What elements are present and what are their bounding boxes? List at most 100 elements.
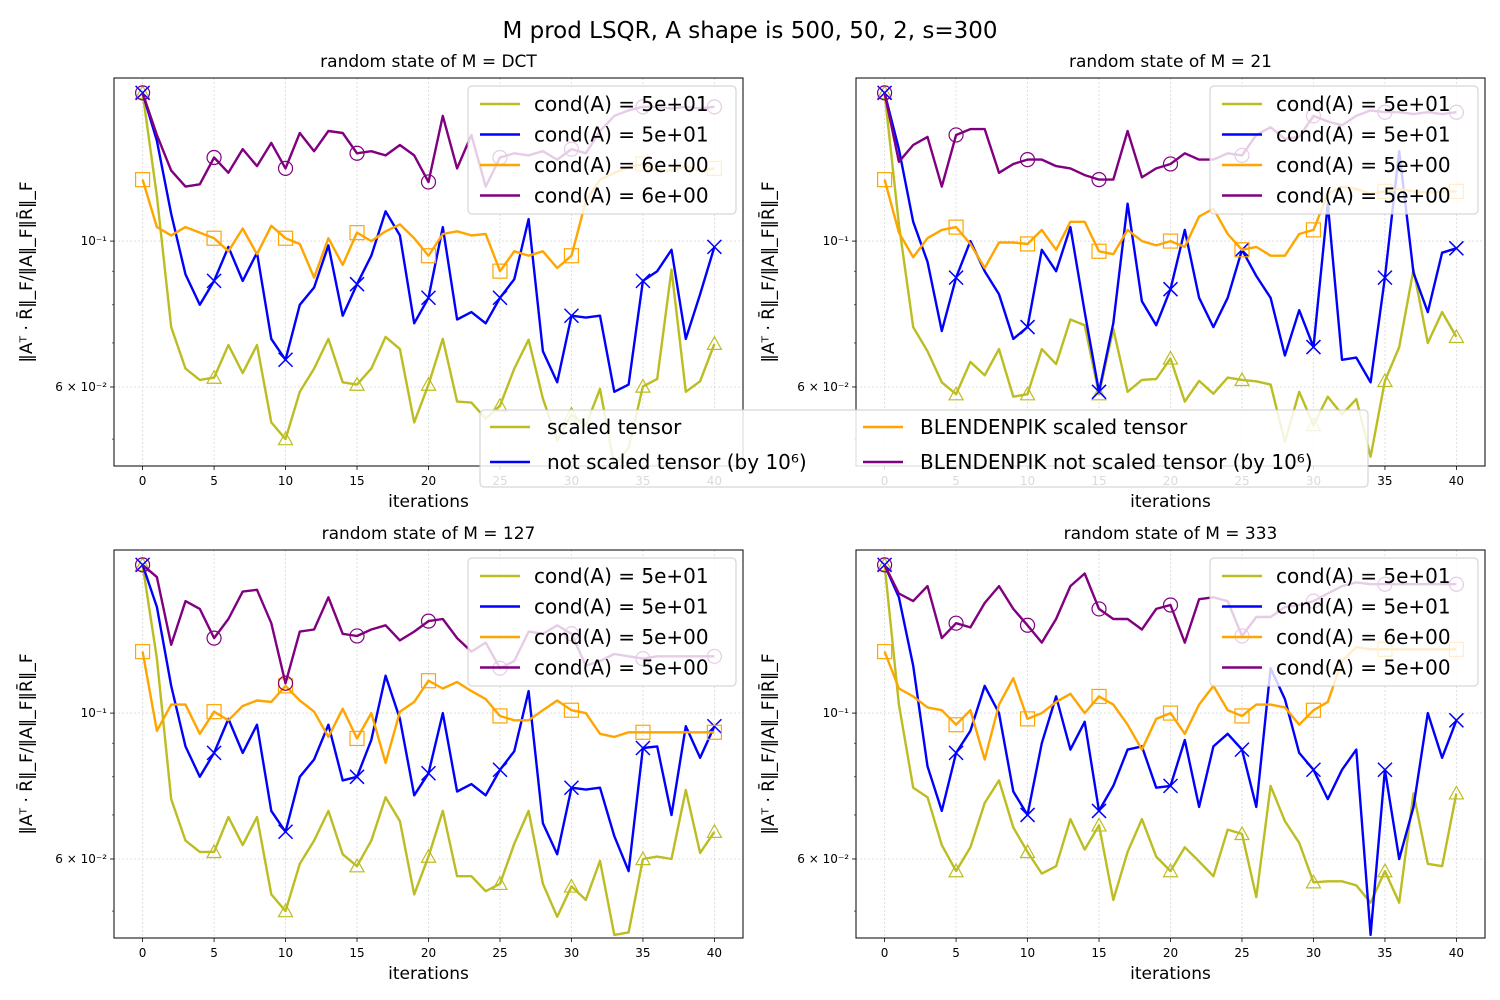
x-axis-label: iterations bbox=[1130, 492, 1211, 512]
data-marker bbox=[134, 644, 151, 660]
figure-legend-label: not scaled tensor (by 10⁶) bbox=[547, 450, 807, 474]
legend-label: cond(A) = 5e+01 bbox=[1276, 564, 1451, 588]
data-marker bbox=[349, 225, 365, 241]
series-line-3 bbox=[141, 651, 715, 765]
data-marker bbox=[563, 878, 580, 893]
legend-box bbox=[1209, 85, 1479, 215]
legend-label: cond(A) = 6e+00 bbox=[534, 153, 709, 177]
legend-label: cond(A) = 5e+00 bbox=[534, 656, 709, 680]
data-marker bbox=[563, 308, 579, 324]
data-marker bbox=[206, 843, 223, 859]
x-tick-label: 10 bbox=[1020, 946, 1035, 960]
data-marker bbox=[634, 378, 651, 393]
data-marker bbox=[1305, 762, 1321, 778]
data-marker bbox=[277, 430, 294, 446]
data-marker bbox=[1233, 825, 1250, 841]
plot-frame bbox=[113, 77, 744, 467]
data-marker bbox=[420, 290, 437, 306]
figure-suptitle: M prod LSQR, A shape is 500, 50, 2, s=30… bbox=[502, 18, 997, 44]
data-marker bbox=[420, 613, 437, 629]
x-tick-label: 30 bbox=[1306, 946, 1321, 960]
data-marker bbox=[1162, 350, 1179, 365]
legend-label: cond(A) = 6e+00 bbox=[1276, 625, 1451, 649]
data-marker bbox=[1162, 705, 1179, 721]
data-marker bbox=[635, 273, 651, 289]
y-tick-label: 6 × 10⁻² bbox=[55, 380, 107, 394]
x-tick-label: 10 bbox=[278, 946, 293, 960]
y-tick-label: 10⁻¹ bbox=[81, 706, 108, 720]
data-marker bbox=[1448, 328, 1465, 344]
data-marker bbox=[349, 769, 365, 785]
data-marker bbox=[1020, 319, 1036, 335]
data-marker bbox=[706, 724, 723, 740]
subplot-legend: cond(A) = 5e+01 cond(A) = 5e+01 cond(A) = … bbox=[1209, 85, 1479, 215]
data-marker bbox=[492, 708, 508, 724]
legend-label: cond(A) = 5e+00 bbox=[534, 625, 709, 649]
data-marker bbox=[278, 352, 294, 368]
legend-label: cond(A) = 5e+00 bbox=[1276, 153, 1451, 177]
data-marker bbox=[1448, 785, 1465, 800]
data-marker bbox=[134, 84, 151, 100]
data-marker bbox=[134, 557, 151, 573]
y-axis-label: ‖Aᵀ · R̄‖_F/‖A‖_F‖R̄‖_F bbox=[15, 181, 37, 362]
data-marker bbox=[492, 263, 508, 279]
data-marker bbox=[134, 85, 151, 101]
data-marker bbox=[206, 745, 222, 761]
subplot-title: random state of M = 21 bbox=[1069, 52, 1272, 72]
x-tick-label: 5 bbox=[952, 946, 960, 960]
legend-label: cond(A) = 5e+01 bbox=[1276, 595, 1451, 619]
data-marker bbox=[948, 270, 964, 286]
x-tick-label: 40 bbox=[1449, 946, 1464, 960]
y-axis-label: ‖Aᵀ · R̄‖_F/‖A‖_F‖R̄‖_F bbox=[757, 181, 779, 362]
data-marker bbox=[491, 875, 508, 891]
subplot-title: random state of M = DCT bbox=[320, 52, 537, 72]
legend-box bbox=[1209, 557, 1479, 687]
x-tick-label: 20 bbox=[421, 474, 436, 488]
data-marker bbox=[706, 823, 723, 838]
data-marker bbox=[1162, 281, 1179, 297]
data-marker bbox=[206, 704, 222, 720]
data-marker bbox=[349, 376, 366, 391]
x-tick-label: 5 bbox=[210, 946, 218, 960]
data-marker bbox=[635, 740, 651, 756]
legend-box bbox=[467, 85, 737, 215]
series-line-1 bbox=[141, 564, 716, 937]
figure-legend-label: BLENDENPIK not scaled tensor (by 10⁶) bbox=[920, 450, 1313, 474]
data-marker bbox=[563, 702, 580, 718]
subplot-legend: cond(A) = 5e+01 cond(A) = 5e+01 cond(A) = … bbox=[467, 557, 737, 687]
data-marker bbox=[1019, 385, 1036, 401]
data-marker bbox=[1019, 711, 1036, 727]
x-tick-label: 20 bbox=[421, 946, 436, 960]
data-marker bbox=[1091, 601, 1107, 617]
data-marker bbox=[1162, 156, 1179, 172]
y-tick-label: 6 × 10⁻² bbox=[797, 852, 849, 866]
subplot-legend: cond(A) = 5e+01 cond(A) = 5e+01 cond(A) = … bbox=[467, 85, 737, 215]
y-axis-label: ‖Aᵀ · R̄‖_F/‖A‖_F‖R̄‖_F bbox=[15, 653, 37, 834]
data-marker bbox=[1305, 702, 1322, 718]
data-marker bbox=[948, 862, 965, 878]
legend-label: cond(A) = 5e+01 bbox=[534, 123, 709, 147]
data-marker bbox=[420, 765, 437, 781]
data-marker bbox=[1019, 843, 1036, 859]
data-marker bbox=[1019, 236, 1036, 252]
legend-label: cond(A) = 6e+00 bbox=[534, 184, 709, 208]
subplots: 0 5 10 15 20 25 30 35 40 10⁻¹ 6 × 10⁻² random state… bbox=[15, 52, 1486, 984]
data-marker bbox=[349, 628, 365, 644]
data-marker bbox=[420, 673, 437, 689]
x-tick-label: 0 bbox=[139, 474, 147, 488]
data-marker bbox=[1091, 243, 1107, 259]
data-marker bbox=[277, 675, 294, 691]
data-marker bbox=[1234, 708, 1250, 724]
legend-label: cond(A) = 5e+01 bbox=[1276, 123, 1451, 147]
data-marker bbox=[1019, 152, 1036, 168]
x-tick-label: 25 bbox=[1234, 946, 1249, 960]
legend-label: cond(A) = 5e+01 bbox=[534, 564, 709, 588]
data-marker bbox=[635, 724, 651, 740]
data-marker bbox=[876, 644, 893, 660]
data-marker bbox=[420, 174, 437, 190]
data-marker bbox=[206, 149, 222, 166]
data-marker bbox=[1305, 874, 1322, 889]
x-axis-label: iterations bbox=[388, 492, 469, 512]
data-marker bbox=[948, 219, 964, 235]
